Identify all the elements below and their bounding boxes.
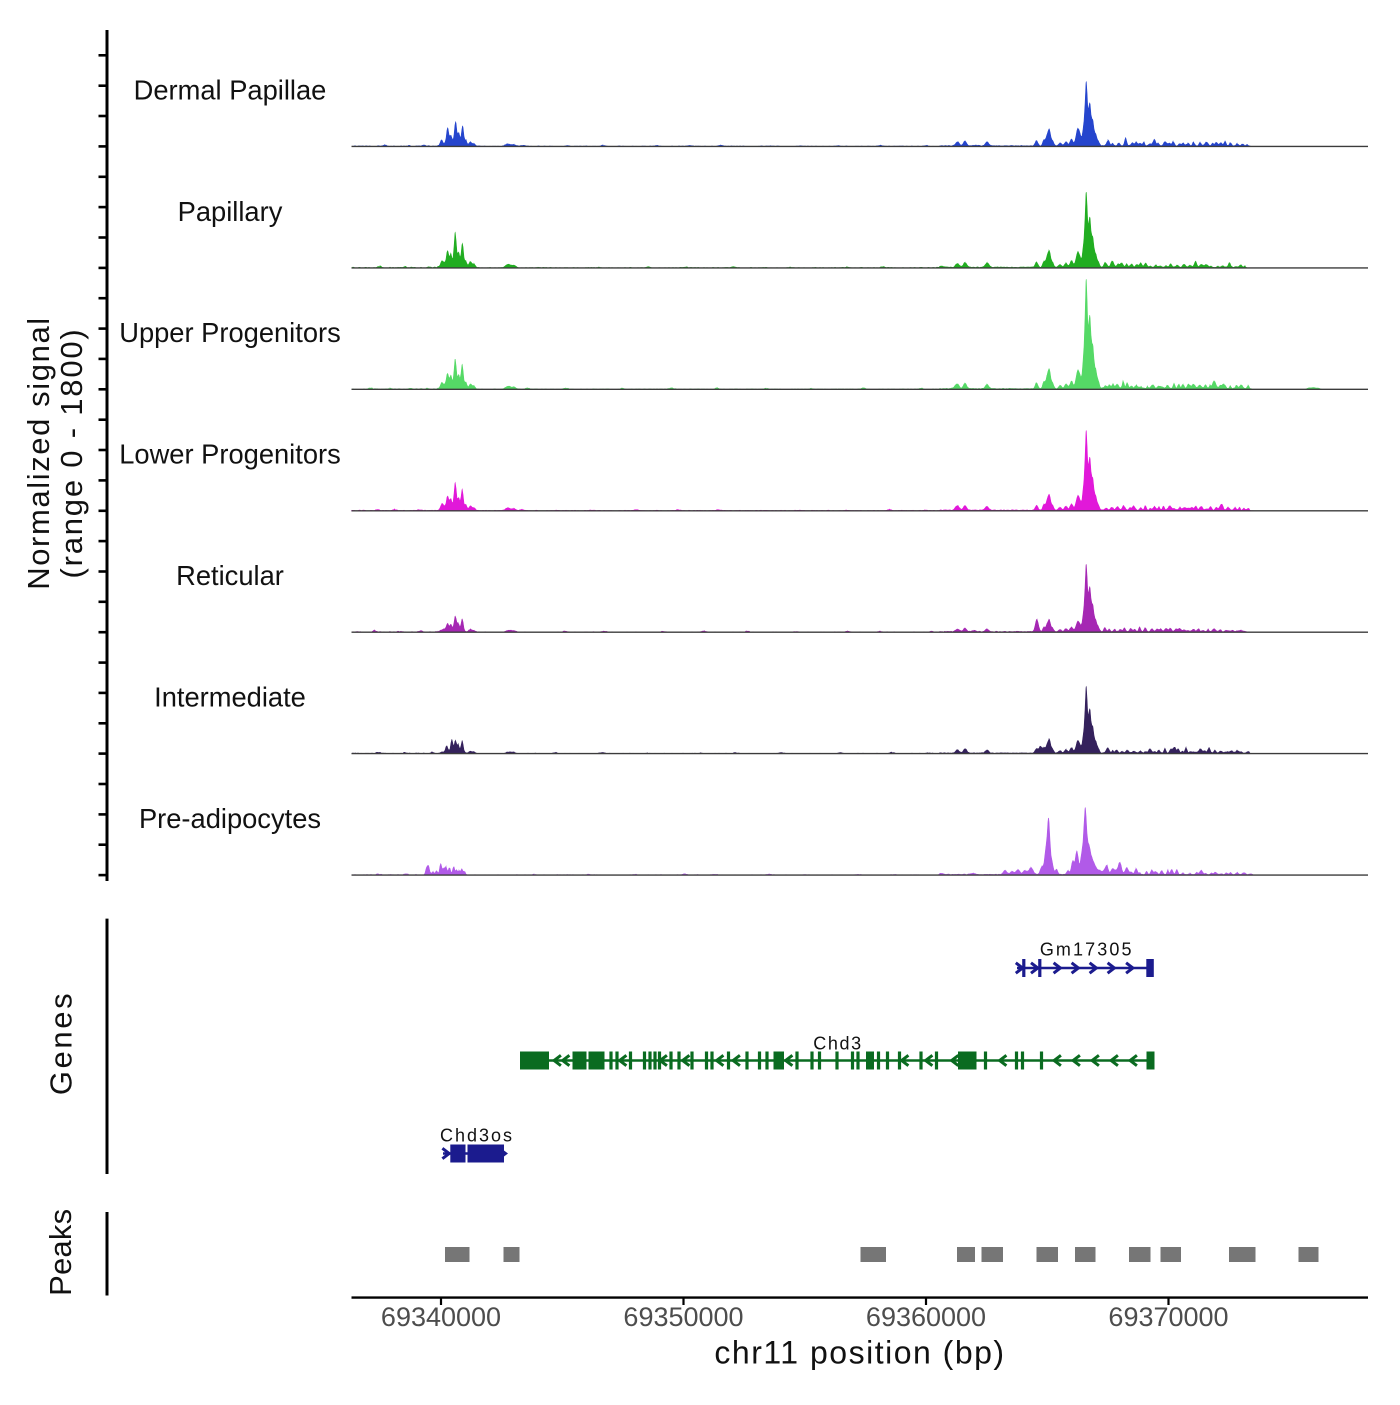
svg-text:Upper Progenitors: Upper Progenitors: [119, 317, 341, 348]
svg-text:Chd3os: Chd3os: [440, 1126, 514, 1146]
svg-text:Reticular: Reticular: [176, 560, 284, 591]
svg-text:Papillary: Papillary: [178, 196, 283, 227]
svg-text:69350000: 69350000: [623, 1302, 743, 1332]
svg-text:Normalized signal: Normalized signal: [21, 316, 56, 590]
svg-text:Gm17305: Gm17305: [1040, 940, 1134, 960]
svg-text:Peaks: Peaks: [43, 1209, 78, 1296]
svg-text:(range 0 - 1800): (range 0 - 1800): [54, 327, 89, 578]
svg-text:Pre-adipocytes: Pre-adipocytes: [139, 803, 321, 834]
svg-text:Genes: Genes: [44, 991, 79, 1095]
svg-text:69370000: 69370000: [1108, 1302, 1228, 1332]
svg-text:Intermediate: Intermediate: [154, 682, 306, 713]
svg-text:chr11 position (bp): chr11 position (bp): [714, 1335, 1005, 1371]
svg-text:Chd3: Chd3: [813, 1034, 862, 1054]
svg-text:Lower Progenitors: Lower Progenitors: [119, 439, 341, 470]
svg-text:Dermal Papillae: Dermal Papillae: [134, 74, 327, 105]
svg-text:69360000: 69360000: [866, 1302, 986, 1332]
svg-text:69340000: 69340000: [381, 1302, 501, 1332]
